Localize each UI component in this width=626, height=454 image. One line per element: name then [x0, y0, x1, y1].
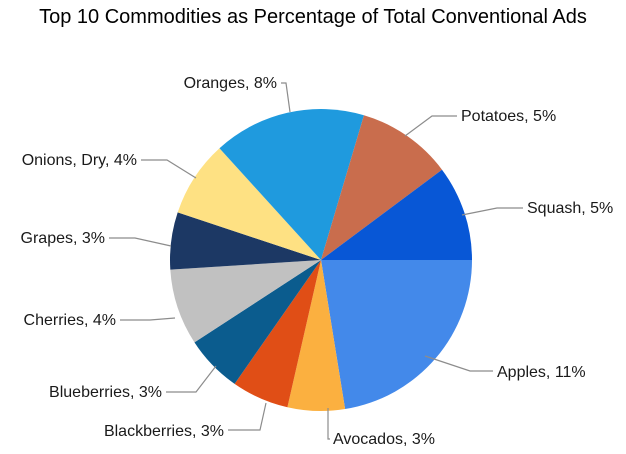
leader-lines [109, 82, 523, 440]
pie-slice-oranges [219, 108, 364, 260]
slice-label: Apples, 11% [497, 364, 586, 381]
leader-line [281, 82, 291, 113]
pie-slice-potatoes [321, 115, 443, 261]
leader-line [404, 115, 457, 137]
slice-label: Cherries, 4% [24, 312, 116, 329]
leader-line [166, 365, 217, 393]
leader-line [424, 355, 493, 372]
leader-line [327, 408, 330, 440]
pie-slice-onions-dry [177, 148, 321, 260]
pie-slice-avocados [287, 260, 346, 411]
chart-title: Top 10 Commodities as Percentage of Tota… [39, 6, 587, 28]
pie-slice-blueberries [194, 260, 321, 384]
slice-label: Squash, 5% [527, 200, 613, 217]
leader-line [228, 402, 267, 431]
slice-label: Onions, Dry, 4% [22, 152, 137, 169]
slice-label: Oranges, 8% [184, 75, 277, 92]
slice-label: Blackberries, 3% [104, 423, 224, 440]
slice-label: Avocados, 3% [333, 431, 435, 448]
leader-line [120, 317, 176, 321]
leader-line [109, 237, 172, 247]
pie-slices [169, 108, 472, 411]
pie-slice-grapes [169, 212, 321, 270]
slice-label: Potatoes, 5% [461, 108, 556, 125]
leader-line [141, 159, 197, 179]
leader-line [461, 207, 523, 216]
pie-slice-squash [321, 169, 472, 260]
pie-slice-blackberries [234, 260, 321, 408]
pie-slice-apples [321, 260, 472, 410]
slice-labels: Apples, 11% Avocados, 3% Blackberries, 3% B… [21, 75, 614, 448]
slice-label: Blueberries, 3% [49, 384, 162, 401]
pie-slice-cherries [170, 260, 321, 343]
slice-label: Grapes, 3% [21, 230, 105, 247]
